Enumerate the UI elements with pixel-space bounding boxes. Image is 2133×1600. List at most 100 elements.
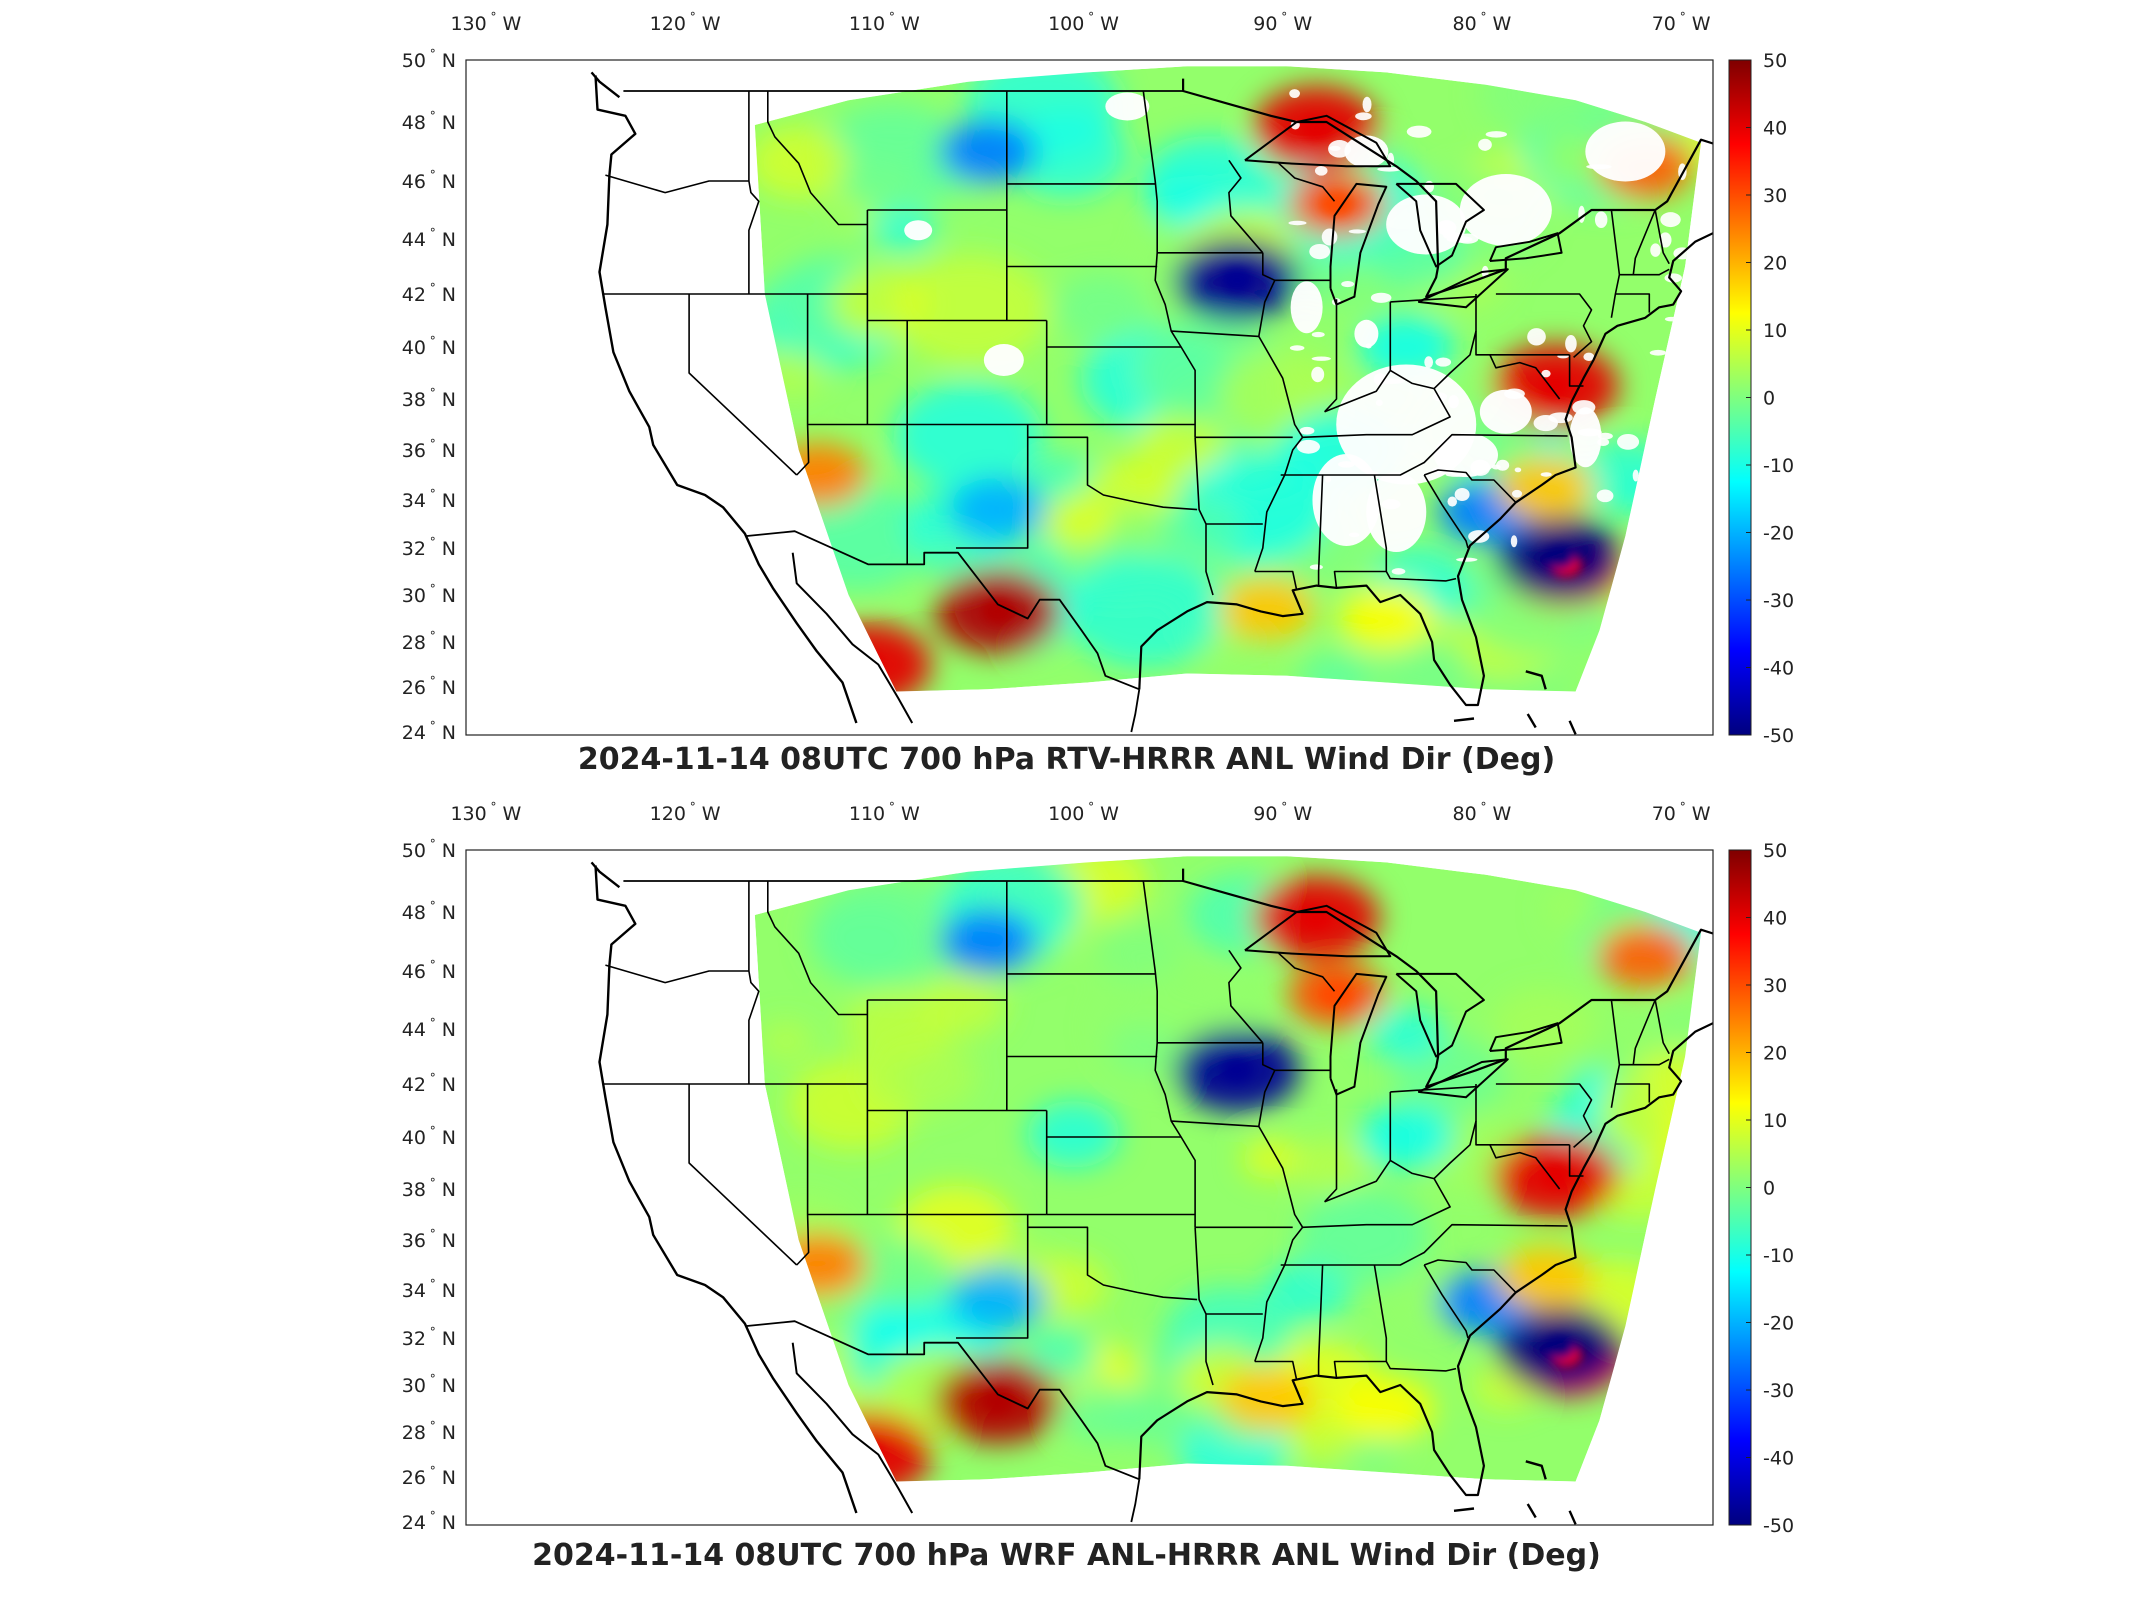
state-border [688,1084,798,1266]
field-texture [809,875,971,991]
anomaly-new-mexico-negative [949,1267,1046,1332]
lat-tick-label: 44 ° N [402,226,456,251]
anomaly-core-chesapeake-positive [1539,374,1572,398]
missing-speck [1365,343,1372,349]
coastline [791,552,914,724]
colorbar-tick-label: -10 [1763,1245,1794,1267]
state-border [1619,268,1670,276]
missing-speck [1514,467,1522,473]
state-border [1632,999,1656,1065]
missing-speck [1296,439,1320,454]
state-border [1568,1144,1584,1177]
missing-speck [1597,432,1613,440]
colorbar: 50 40 30 20 10 0 -10 -20 -30 -40 -50 [1728,50,1794,747]
map-frame [465,59,1714,736]
lake-outline [1329,182,1388,306]
missing-speck [1448,395,1459,409]
state-border [1280,1223,1568,1266]
state-border [605,174,749,194]
lat-tick-label: 24 ° N [402,1509,456,1534]
missing-speck [1324,475,1332,483]
state-border [1278,162,1336,202]
missing-patch [1585,121,1666,182]
lake-outline [1329,972,1388,1096]
coastline [1130,1479,1141,1523]
state-border [1610,209,1621,318]
colorbar-tick-label: 10 [1763,320,1787,342]
state-border [1495,1083,1593,1149]
field-texture [1041,495,1114,547]
lat-tick-label: 50 ° N [402,837,456,862]
state-border [1423,1264,1469,1339]
state-border [1324,1089,1338,1203]
missing-speck [1288,220,1307,226]
anomaly-carolina-offshore-positive [1497,455,1594,520]
island-outline [1525,1460,1547,1480]
map-figure: 130 ° W 120 ° W 110 ° W 100 ° W 90 ° W 80 ° W… [402,800,1794,1537]
lake-outline [1395,972,1485,1058]
state-border [956,424,1029,549]
missing-speck [1478,138,1492,151]
missing-speck [1527,328,1546,346]
field-texture [1023,1328,1099,1383]
lon-tick-label: 100 ° W [1048,800,1119,825]
coastline [1130,689,1141,733]
field-texture [870,205,936,252]
map-title: 2024-11-14 08UTC 700 hPa RTV-HRRR ANL Wi… [577,742,1556,777]
field-texture [1005,109,1128,198]
island-outline [1526,1503,1537,1519]
missing-speck [1311,331,1325,338]
missing-speck [1572,400,1596,415]
state-border [1632,209,1656,275]
colorbar-tick-label: 30 [1763,975,1787,997]
missing-speck [1289,89,1300,99]
lat-tick-label: 24 ° N [402,719,456,744]
state-border [1390,295,1477,303]
state-border [1228,949,1264,1044]
missing-speck [1406,125,1432,138]
state-border [688,294,798,476]
anomaly-louisiana-positive [1218,1367,1315,1432]
island-outline [1453,1507,1475,1512]
missing-speck [1577,428,1602,437]
colorbar-tick-label: 30 [1763,185,1787,207]
state-border [1423,474,1469,549]
lat-tick-label: 36 ° N [402,437,456,462]
anomaly-core-iowa-negative [1220,1058,1253,1083]
lat-tick-label: 36 ° N [402,1227,456,1252]
state-border [1278,952,1336,992]
anomaly-dakota-negative [939,909,1036,974]
geography-lines [590,861,1713,1525]
state-border [796,294,810,476]
field-texture [1294,1137,1371,1193]
anomaly-ohio-negative [1358,1105,1455,1169]
anomaly-louisiana-positive [1218,577,1315,642]
lon-tick-label: 110 ° W [849,10,920,35]
island-outline [1568,720,1577,735]
colorbar-tick-label: 20 [1763,1043,1787,1065]
island-outline [590,71,621,99]
state-border [1568,354,1584,387]
island-outline [590,861,621,889]
field-texture [1296,1188,1430,1284]
missing-speck [1617,433,1640,450]
missing-patch [1354,319,1379,348]
state-border [1324,299,1338,413]
missing-patch [904,220,933,241]
colorbar-tick-label: 0 [1763,1178,1775,1200]
missing-speck [1454,487,1470,501]
state-border [766,91,868,226]
lat-tick-label: 26 ° N [402,1464,456,1489]
missing-speck [1548,412,1573,424]
state-border [1280,433,1568,476]
missing-speck [1370,292,1392,303]
missing-speck [1485,131,1508,138]
missing-speck [1289,345,1305,351]
field-texture [1141,135,1276,232]
lat-tick-label: 26 ° N [402,674,456,699]
missing-speck [1311,366,1325,383]
lake-outline [1395,182,1485,268]
missing-speck [1596,489,1614,503]
state-border [605,964,749,984]
state-border [1390,1085,1477,1093]
